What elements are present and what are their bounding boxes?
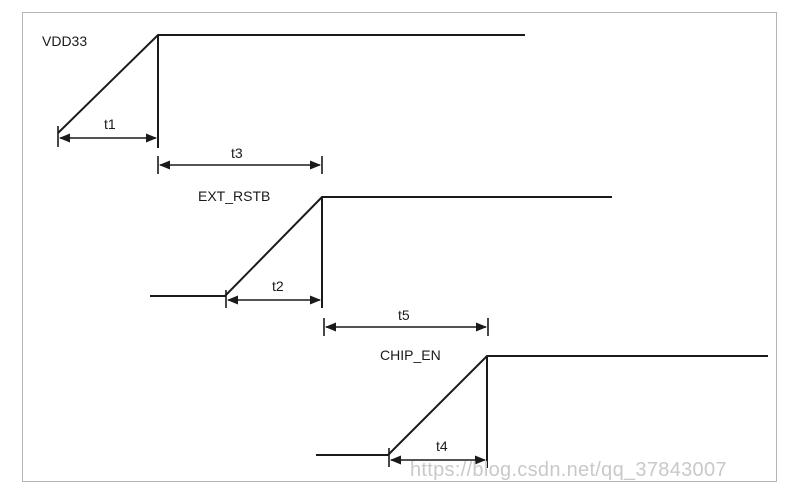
vdd33-signal: VDD33 — [42, 33, 525, 148]
t1-dimension: t1 — [58, 116, 158, 143]
ext-rstb-label: EXT_RSTB — [198, 188, 270, 204]
t5-dimension: t5 — [323, 307, 489, 336]
ext-rstb-waveform — [150, 196, 612, 297]
chip-en-waveform — [316, 355, 768, 456]
vdd33-label: VDD33 — [42, 33, 87, 49]
t1-label: t1 — [104, 116, 116, 132]
watermark-text: https://blog.csdn.net/qq_37843007 — [410, 459, 727, 481]
t2-label: t2 — [272, 278, 284, 294]
diagram-frame — [22, 12, 777, 482]
vdd33-waveform — [57, 34, 525, 134]
t3-label: t3 — [231, 145, 243, 161]
chip-en-signal: CHIP_EN — [316, 347, 768, 468]
t2-dimension: t2 — [226, 278, 322, 305]
t5-label: t5 — [398, 307, 410, 323]
t4-label: t4 — [436, 438, 448, 454]
chip-en-label: CHIP_EN — [380, 347, 441, 363]
t4-dimension: t4 — [389, 438, 487, 465]
ext-rstb-signal: EXT_RSTB — [150, 188, 612, 308]
t3-dimension: t3 — [157, 145, 323, 174]
